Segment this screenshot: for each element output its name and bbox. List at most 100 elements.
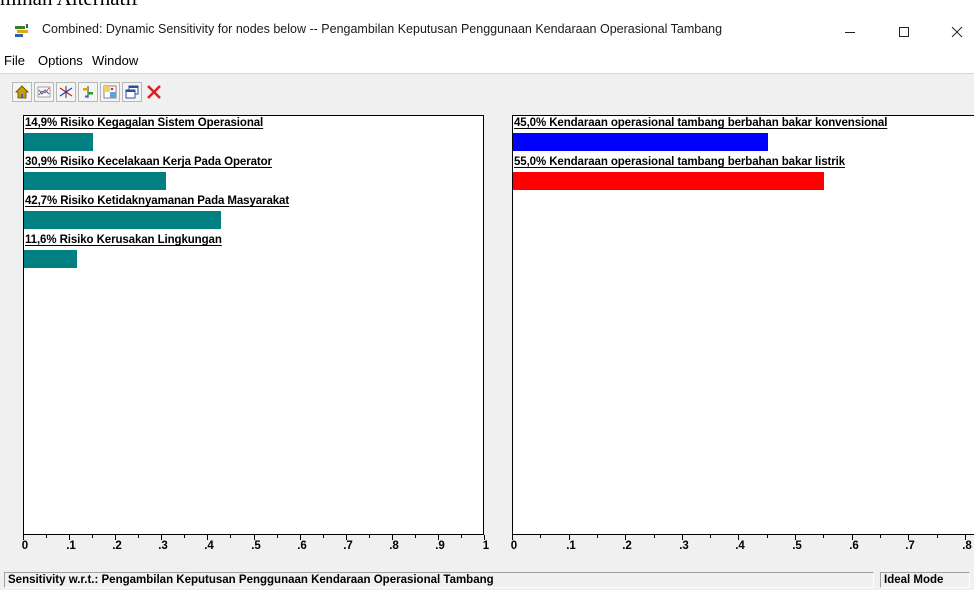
criterion-bar[interactable] <box>24 133 93 151</box>
alternative-bar[interactable] <box>513 172 824 190</box>
alternatives-panel: 45,0% Kendaraan operasional tambang berb… <box>512 115 974 535</box>
axis-tick-label: .3 <box>158 540 168 552</box>
axis-tick-label: .3 <box>679 540 689 552</box>
axis-tick-label: .4 <box>735 540 745 552</box>
axis-tick <box>795 535 796 540</box>
two-dim-icon <box>103 85 117 99</box>
menu-window[interactable]: Window <box>92 53 139 68</box>
axis-tick-label: .9 <box>435 540 445 552</box>
axis-minor-tick <box>597 535 598 538</box>
axis-tick <box>908 535 909 540</box>
axis-minor-tick <box>710 535 711 538</box>
axis-tick <box>625 535 626 540</box>
performance-button[interactable] <box>34 82 54 102</box>
two-dim-button[interactable] <box>100 82 120 102</box>
axis-minor-tick <box>369 535 370 538</box>
axis-tick <box>438 535 439 540</box>
close-view-button[interactable] <box>144 82 164 102</box>
axis-tick <box>512 535 513 540</box>
head-to-head-icon <box>83 86 93 98</box>
axis-tick-label: .1 <box>66 540 76 552</box>
axis-tick-label: .7 <box>343 540 353 552</box>
performance-graph-icon <box>37 86 51 98</box>
axis-tick-label: .2 <box>112 540 122 552</box>
axis-tick <box>965 535 966 540</box>
axis-tick-label: .2 <box>622 540 632 552</box>
axis-tick <box>569 535 570 540</box>
axis-tick <box>346 535 347 540</box>
axis-tick <box>484 535 485 540</box>
alternative-label[interactable]: 55,0% Kendaraan operasional tambang berb… <box>514 156 846 168</box>
menu-bar: File Options Window <box>0 50 974 72</box>
axis-minor-tick <box>823 535 824 538</box>
axis-tick-label: .6 <box>297 540 307 552</box>
close-icon <box>951 26 963 38</box>
close-red-icon <box>147 85 161 99</box>
axis-minor-tick <box>767 535 768 538</box>
axis-minor-tick <box>184 535 185 538</box>
axis-tick-label: .6 <box>849 540 859 552</box>
criterion-label[interactable]: 30,9% Risiko Kecelakaan Kerja Pada Opera… <box>25 156 272 168</box>
criterion-label[interactable]: 42,7% Risiko Ketidaknyamanan Pada Masyar… <box>25 195 290 207</box>
status-bar: Sensitivity w.r.t.: Pengambilan Keputusa… <box>0 571 974 590</box>
alternatives-axis: 0 .1 .2 .3 .4 .5 .6 .7 .8 <box>510 535 974 559</box>
axis-tick <box>852 535 853 540</box>
menu-options[interactable]: Options <box>38 53 83 68</box>
alternative-bar[interactable] <box>513 133 768 151</box>
maximize-button[interactable] <box>881 16 927 48</box>
axis-tick-label: 1 <box>482 540 490 552</box>
windows-button[interactable] <box>122 82 142 102</box>
axis-minor-tick <box>654 535 655 538</box>
axis-tick <box>392 535 393 540</box>
close-button[interactable] <box>934 16 974 48</box>
sensitivity-content: 14,9% Risiko Kegagalan Sistem Operasiona… <box>0 107 974 572</box>
axis-tick-label: .4 <box>204 540 214 552</box>
axis-tick-label: .5 <box>792 540 802 552</box>
home-button[interactable] <box>12 82 32 102</box>
axis-tick-label: 0 <box>510 540 518 552</box>
gradient-icon <box>59 86 73 98</box>
axis-minor-tick <box>937 535 938 538</box>
head-to-head-button[interactable] <box>78 82 98 102</box>
axis-minor-tick <box>277 535 278 538</box>
axis-tick <box>207 535 208 540</box>
axis-tick-label: 0 <box>21 540 29 552</box>
criterion-bar[interactable] <box>24 211 221 229</box>
gradient-button[interactable] <box>56 82 76 102</box>
criterion-label[interactable]: 14,9% Risiko Kegagalan Sistem Operasiona… <box>25 117 264 129</box>
app-icon <box>14 23 30 39</box>
axis-minor-tick <box>540 535 541 538</box>
axis-minor-tick <box>46 535 47 538</box>
criterion-bar[interactable] <box>24 172 166 190</box>
axis-tick <box>69 535 70 540</box>
axis-tick <box>23 535 24 540</box>
axis-minor-tick <box>880 535 881 538</box>
axis-tick-label: .7 <box>905 540 915 552</box>
axis-tick <box>682 535 683 540</box>
home-icon <box>15 85 29 99</box>
axis-tick <box>738 535 739 540</box>
axis-tick-label: .8 <box>962 540 972 552</box>
status-mode: Ideal Mode <box>880 572 970 588</box>
axis-tick <box>115 535 116 540</box>
axis-tick-label: .1 <box>566 540 576 552</box>
axis-minor-tick <box>461 535 462 538</box>
axis-tick-label: .5 <box>251 540 261 552</box>
axis-minor-tick <box>230 535 231 538</box>
document-fragment-text: mihan Alternatif <box>0 0 138 10</box>
axis-tick <box>254 535 255 540</box>
maximize-icon <box>899 27 909 37</box>
criteria-panel: 14,9% Risiko Kegagalan Sistem Operasiona… <box>23 115 484 535</box>
criterion-bar[interactable] <box>24 250 77 268</box>
menu-file[interactable]: File <box>4 53 25 68</box>
criterion-label[interactable]: 11,6% Risiko Kerusakan Lingkungan <box>25 234 222 246</box>
criteria-axis: 0 .1 .2 .3 .4 .5 .6 .7 .8 .9 1 <box>21 535 489 559</box>
axis-minor-tick <box>138 535 139 538</box>
status-sensitivity-text: Sensitivity w.r.t.: Pengambilan Keputusa… <box>4 572 874 588</box>
title-bar: Combined: Dynamic Sensitivity for nodes … <box>0 8 974 48</box>
axis-minor-tick <box>92 535 93 538</box>
axis-minor-tick <box>323 535 324 538</box>
axis-tick <box>300 535 301 540</box>
alternative-label[interactable]: 45,0% Kendaraan operasional tambang berb… <box>514 117 888 129</box>
minimize-button[interactable] <box>827 16 873 48</box>
